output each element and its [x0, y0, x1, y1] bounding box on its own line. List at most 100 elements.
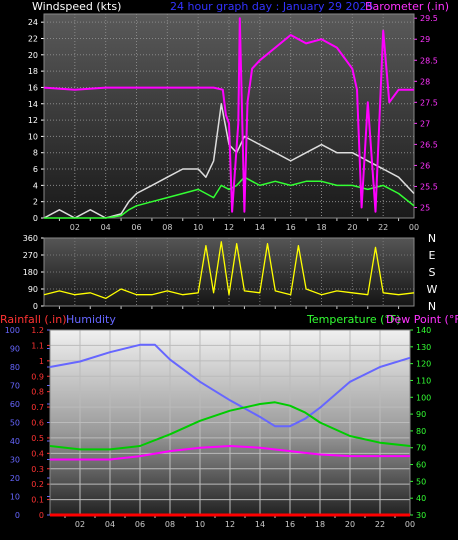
y-tick-label: 0 [39, 511, 44, 520]
y-tick-label: 0.9 [31, 372, 44, 381]
y-tick-label: 80 [10, 363, 20, 372]
rainfall-label: Rainfall (.in) [0, 313, 67, 326]
y-tick-label: 60 [10, 400, 20, 409]
y-tick-label: 6 [33, 165, 38, 174]
y-tick-label: 1.1 [31, 341, 44, 350]
y-tick-label: 20 [28, 51, 38, 60]
y-tick-label: 30 [10, 456, 20, 465]
y-tick-label: 0.4 [31, 449, 44, 458]
y-tick-label: 100 [5, 326, 20, 335]
y-tick-label: 70 [10, 382, 20, 391]
right-tick-label: 50 [416, 477, 426, 486]
x-tick-label: 16 [286, 223, 296, 232]
y-tick-label: 12 [28, 116, 38, 125]
x-tick-label: 20 [345, 520, 355, 529]
y-tick-label: 24 [28, 18, 38, 27]
x-tick-label: 10 [195, 520, 205, 529]
y-tick-label: 18 [28, 67, 38, 76]
right-tick-label: 40 [416, 494, 426, 503]
y-tick-label: 90 [10, 345, 20, 354]
y-tick-label: 0.8 [31, 388, 44, 397]
x-tick-label: 22 [375, 520, 385, 529]
x-tick-label: 00 [405, 520, 415, 529]
x-tick-label: 14 [255, 223, 265, 232]
y-tick-label: 50 [10, 419, 20, 428]
y-tick-label: 0.2 [31, 480, 44, 489]
right-tick-label: 25 [420, 203, 430, 212]
x-tick-label: 12 [224, 223, 234, 232]
humidity-label: Humidity [66, 313, 116, 326]
direction-series [43, 241, 415, 300]
direction-letter: S [429, 266, 436, 279]
right-tick-label: 28 [420, 77, 430, 86]
y-tick-label: 40 [10, 437, 20, 446]
x-tick-label: 18 [315, 520, 325, 529]
right-tick-label: 30 [416, 511, 426, 520]
dewpoint-line [50, 445, 410, 461]
direction-letter: N [428, 232, 436, 245]
y-tick-label: 16 [28, 83, 38, 92]
plot-frame [43, 13, 415, 219]
right-tick-label: 110 [416, 376, 431, 385]
y-tick-label: 360 [23, 234, 38, 243]
direction-axes: 0 90 180 270 360 [23, 234, 415, 311]
y-tick-label: 0.3 [31, 465, 44, 474]
temp-series [49, 343, 411, 517]
wind-gust-line [43, 103, 415, 219]
x-tick-label: 18 [316, 223, 326, 232]
barometer-label: Barometer (.in) [365, 0, 449, 13]
right-tick-label: 27 [420, 119, 430, 128]
direction-letter: E [429, 249, 436, 262]
x-tick-label: 06 [135, 520, 145, 529]
y-tick-label: 90 [28, 285, 38, 294]
y-tick-label: 0 [15, 511, 20, 520]
y-tick-label: 8 [33, 149, 38, 158]
x-tick-label: 20 [347, 223, 357, 232]
right-tick-label: 26 [420, 161, 430, 170]
right-tick-label: 28.5 [420, 56, 438, 65]
x-tick-label: 04 [105, 520, 115, 529]
x-tick-label: 08 [165, 520, 175, 529]
right-tick-label: 80 [416, 427, 426, 436]
y-tick-label: 1 [39, 357, 44, 366]
right-tick-label: 140 [416, 326, 431, 335]
y-tick-label: 14 [28, 100, 38, 109]
x-tick-label: 22 [378, 223, 388, 232]
x-tick-label: 02 [70, 223, 80, 232]
chart-title: 24 hour graph day : January 29 2025 [170, 0, 374, 13]
temp-axes: 02 04 06 08 10 12 14 16 18 20 22 0000.10.20.30.40.5… [5, 326, 432, 529]
windspeed-label: Windspeed (kts) [32, 0, 121, 13]
right-tick-label: 130 [416, 343, 431, 352]
right-tick-label: 26.5 [420, 140, 438, 149]
y-tick-label: 10 [10, 493, 20, 502]
right-tick-label: 25.5 [420, 182, 438, 191]
y-tick-label: 10 [28, 132, 38, 141]
right-tick-label: 90 [416, 410, 426, 419]
direction-letter: W [427, 283, 438, 296]
y-tick-label: 4 [33, 181, 38, 190]
right-tick-label: 120 [416, 360, 431, 369]
x-tick-label: 16 [285, 520, 295, 529]
right-tick-label: 100 [416, 393, 431, 402]
temperature-line [49, 401, 411, 451]
y-tick-label: 1.2 [31, 326, 44, 335]
x-tick-label: 12 [225, 520, 235, 529]
y-tick-label: 0.1 [31, 496, 44, 505]
x-tick-label: 14 [255, 520, 265, 529]
right-tick-label: 29 [420, 35, 430, 44]
right-tick-label: 27.5 [420, 98, 438, 107]
x-tick-label: 04 [101, 223, 111, 232]
wind-average-line [44, 176, 415, 219]
x-tick-label: 02 [75, 520, 85, 529]
x-tick-label: 08 [162, 223, 172, 232]
y-tick-label: 180 [23, 268, 38, 277]
right-tick-label: 70 [416, 444, 426, 453]
x-tick-label: 10 [193, 223, 203, 232]
right-tick-label: 60 [416, 461, 426, 470]
barometer-line [43, 17, 414, 213]
wind-direction-line [43, 241, 415, 300]
direction-letter: N [428, 300, 436, 313]
right-tick-label: 29.5 [420, 14, 438, 23]
plot-frame [43, 237, 415, 307]
